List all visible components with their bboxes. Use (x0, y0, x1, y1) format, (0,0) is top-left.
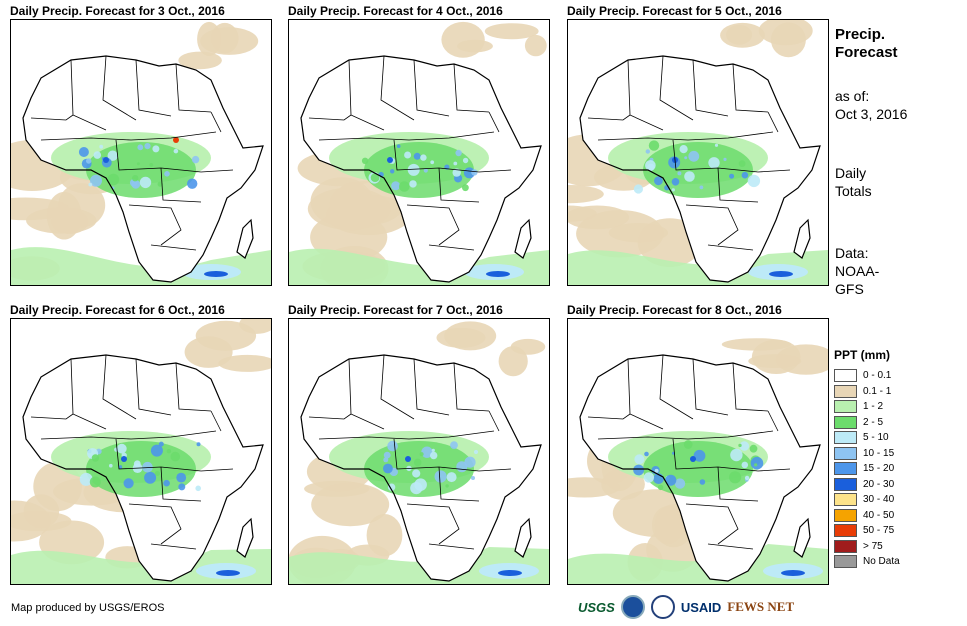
legend-item: 0 - 0.1 (834, 368, 900, 384)
legend-swatch (834, 524, 857, 538)
legend-label: 50 - 75 (863, 525, 895, 537)
ppt-legend: PPT (mm) 0 - 0.1 0.1 - 1 1 - 2 2 - 5 5 - 10 1… (834, 348, 900, 570)
totals-block: Daily Totals (835, 164, 872, 200)
dhs-seal-icon (650, 595, 675, 619)
map-svg (11, 20, 271, 285)
legend-item: 0.1 - 1 (834, 384, 900, 400)
legend-swatch (834, 508, 857, 522)
legend-label: 0 - 0.1 (863, 370, 892, 382)
legend-swatch (834, 369, 857, 383)
side-title: Precip. Forecast (835, 26, 898, 62)
legend-label: 2 - 5 (863, 416, 884, 428)
legend-swatch (834, 400, 857, 414)
legend-label: 5 - 10 (863, 432, 889, 444)
forecast-panel-oct-4: Daily Precip. Forecast for 4 Oct., 2016 (288, 4, 550, 286)
legend-swatch (834, 384, 857, 398)
forecast-panel-oct-5: Daily Precip. Forecast for 5 Oct., 2016 (567, 4, 829, 286)
forecast-panel-oct-8: Daily Precip. Forecast for 8 Oct., 2016 (567, 303, 829, 585)
legend-swatch (834, 431, 857, 445)
legend-item: 10 - 15 (834, 446, 900, 462)
legend-item: 1 - 2 (834, 399, 900, 415)
map-credit: Map produced by USGS/EROS (11, 602, 165, 614)
legend-label: 10 - 15 (863, 447, 895, 459)
panel-title: Daily Precip. Forecast for 8 Oct., 2016 (567, 303, 782, 317)
africa-precip-map (10, 19, 272, 286)
fews-net-logo: FEWS NET (727, 599, 795, 614)
africa-precip-map (288, 318, 550, 585)
noaa-logo-icon (620, 595, 645, 619)
panel-title: Daily Precip. Forecast for 5 Oct., 2016 (567, 4, 782, 18)
agency-logos: USGS USAID FEWS NET (578, 595, 794, 619)
legend-label: 30 - 40 (863, 494, 895, 506)
panel-title: Daily Precip. Forecast for 3 Oct., 2016 (10, 4, 225, 18)
africa-precip-map (567, 19, 829, 286)
legend-item: No Data (834, 554, 900, 570)
map-svg (289, 319, 549, 584)
legend-label: No Data (863, 556, 900, 568)
forecast-panel-oct-6: Daily Precip. Forecast for 6 Oct., 2016 (10, 303, 272, 585)
legend-swatch (834, 415, 857, 429)
legend-swatch (834, 446, 857, 460)
africa-precip-map (288, 19, 550, 286)
legend-swatch (834, 555, 857, 569)
legend-label: 1 - 2 (863, 401, 884, 413)
data-line1: Data: (835, 245, 869, 261)
data-source-block: Data: NOAA- GFS (835, 244, 879, 298)
panel-title: Daily Precip. Forecast for 6 Oct., 2016 (10, 303, 225, 317)
forecast-panel-oct-3: Daily Precip. Forecast for 3 Oct., 2016 (10, 4, 272, 286)
legend-item: 50 - 75 (834, 523, 900, 539)
legend-label: > 75 (863, 540, 883, 552)
as-of-date: Oct 3, 2016 (835, 106, 908, 122)
map-svg (11, 319, 271, 584)
legend-label: 40 - 50 (863, 509, 895, 521)
as-of-block: as of: Oct 3, 2016 (835, 87, 907, 123)
legend-item: 30 - 40 (834, 492, 900, 508)
panel-title: Daily Precip. Forecast for 4 Oct., 2016 (288, 4, 503, 18)
legend-title: PPT (mm) (834, 348, 891, 362)
legend-label: 0.1 - 1 (863, 385, 892, 397)
side-title-line1: Precip. (835, 26, 886, 43)
legend-label: 20 - 30 (863, 478, 895, 490)
map-svg (568, 20, 828, 285)
legend-swatch (834, 477, 857, 491)
africa-precip-map (10, 318, 272, 585)
usgs-logo: USGS (578, 599, 615, 615)
data-line2: NOAA- (835, 263, 880, 279)
side-title-line2: Forecast (835, 44, 898, 61)
legend-item: 15 - 20 (834, 461, 900, 477)
map-svg (289, 20, 549, 285)
legend-item: > 75 (834, 539, 900, 555)
data-line3: GFS (835, 281, 864, 297)
legend-item: 40 - 50 (834, 508, 900, 524)
forecast-panel-oct-7: Daily Precip. Forecast for 7 Oct., 2016 (288, 303, 550, 585)
legend-item: 5 - 10 (834, 430, 900, 446)
africa-precip-map (567, 318, 829, 585)
legend-swatch (834, 493, 857, 507)
legend-label: 15 - 20 (863, 463, 895, 475)
panel-title: Daily Precip. Forecast for 7 Oct., 2016 (288, 303, 503, 317)
as-of-label: as of: (835, 88, 870, 104)
totals-line2: Totals (835, 183, 872, 199)
usaid-logo: USAID (680, 599, 722, 615)
legend-item: 20 - 30 (834, 477, 900, 493)
legend-swatch (834, 539, 857, 553)
legend-item: 2 - 5 (834, 415, 900, 431)
totals-line1: Daily (835, 165, 867, 181)
map-svg (568, 319, 828, 584)
legend-swatch (834, 462, 857, 476)
